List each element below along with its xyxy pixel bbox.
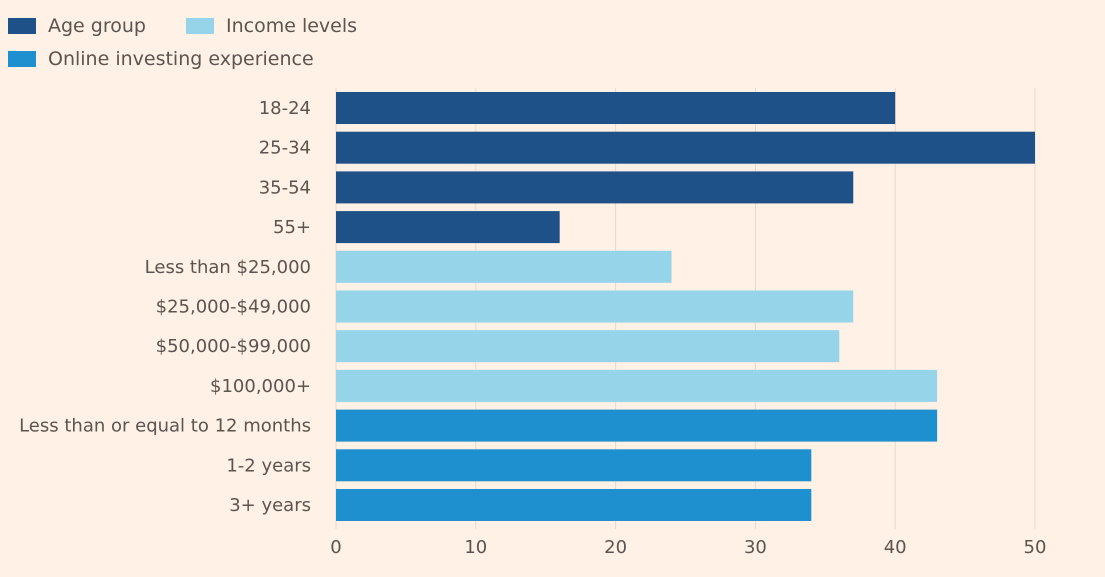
bars — [336, 92, 1035, 521]
bar-income — [336, 290, 854, 323]
x-axis-labels: 0 10 20 30 40 50 — [330, 537, 1046, 558]
y-tick-label: $50,000-$99,000 — [156, 336, 311, 357]
x-tick-label: 10 — [464, 537, 487, 558]
y-tick-label: 3+ years — [229, 495, 311, 516]
y-tick-label: $100,000+ — [210, 376, 311, 397]
x-tick-label: 40 — [884, 537, 907, 558]
x-tick-label: 0 — [330, 537, 341, 558]
y-axis-labels: 18-24 25-34 35-54 55+ Less than $25,000 $25,0… — [19, 98, 311, 516]
bar-age — [336, 131, 1035, 164]
y-tick-label: 55+ — [273, 217, 311, 238]
y-tick-label: 18-24 — [259, 98, 311, 119]
legend-label: Online investing experience — [48, 48, 314, 70]
x-tick-label: 30 — [744, 537, 767, 558]
y-tick-label: Less than or equal to 12 months — [19, 416, 311, 437]
legend: Age group Income levels Online investing e… — [8, 15, 357, 70]
bar-experience — [336, 489, 812, 521]
legend-swatch-experience — [8, 51, 36, 67]
x-tick-label: 50 — [1024, 537, 1047, 558]
bar-age — [336, 211, 560, 244]
bar-age — [336, 92, 896, 124]
y-tick-label: 35-54 — [259, 177, 311, 198]
bar-income — [336, 330, 840, 363]
bar-experience — [336, 449, 812, 482]
bar-income — [336, 369, 938, 402]
bar-income — [336, 250, 672, 283]
y-tick-label: 25-34 — [259, 138, 311, 159]
legend-label: Age group — [48, 15, 146, 37]
x-tick-label: 20 — [604, 537, 627, 558]
y-tick-label: $25,000-$49,000 — [156, 297, 311, 318]
y-tick-label: 1-2 years — [226, 455, 311, 476]
bar-age — [336, 171, 854, 204]
legend-swatch-income — [186, 18, 214, 34]
y-tick-label: Less than $25,000 — [145, 257, 311, 278]
bar-experience — [336, 409, 938, 442]
legend-label: Income levels — [226, 15, 357, 37]
legend-swatch-age — [8, 18, 36, 34]
